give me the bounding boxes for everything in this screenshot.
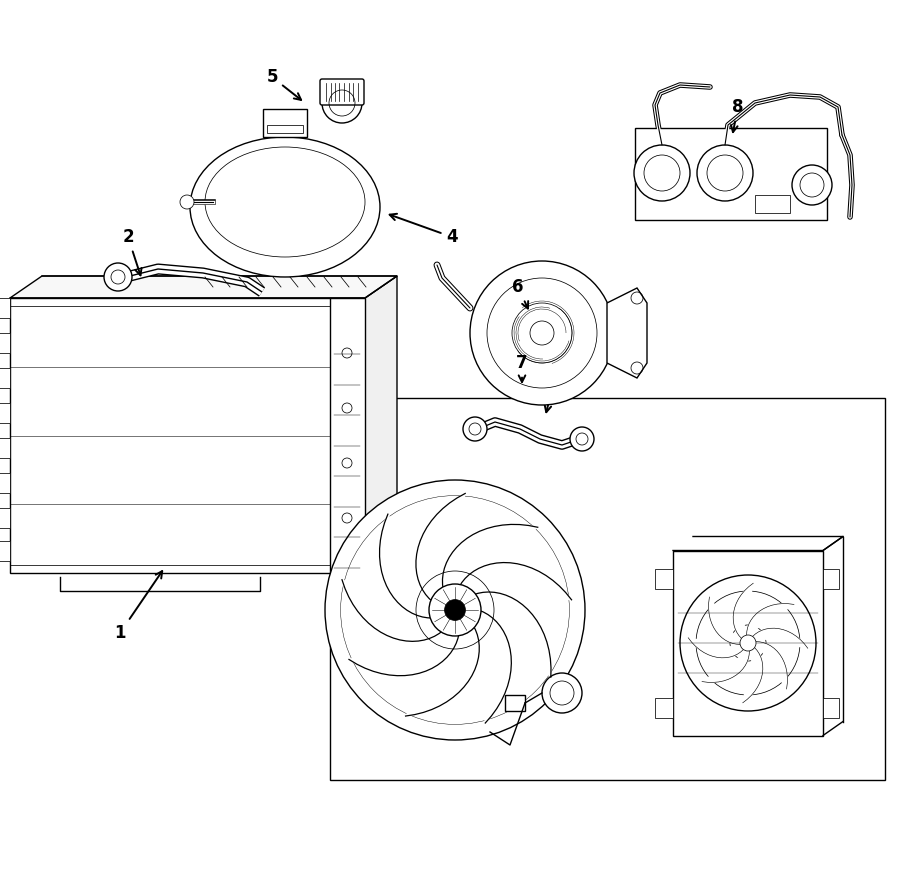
Polygon shape <box>472 592 551 677</box>
Circle shape <box>325 480 585 740</box>
Text: 3: 3 <box>544 381 558 412</box>
Text: 4: 4 <box>390 214 458 246</box>
Bar <box>0 368 10 388</box>
Polygon shape <box>342 580 444 641</box>
Polygon shape <box>416 493 465 602</box>
Circle shape <box>792 165 832 205</box>
Polygon shape <box>479 610 511 723</box>
Polygon shape <box>10 298 365 573</box>
Polygon shape <box>459 563 572 599</box>
Polygon shape <box>752 628 808 648</box>
Polygon shape <box>742 648 763 703</box>
Polygon shape <box>702 651 750 682</box>
Circle shape <box>429 584 481 636</box>
Bar <box>330 398 885 780</box>
Polygon shape <box>734 584 753 639</box>
Bar <box>0 508 10 528</box>
Polygon shape <box>756 641 788 689</box>
Polygon shape <box>708 597 740 644</box>
Bar <box>330 298 365 573</box>
Circle shape <box>570 427 594 451</box>
Circle shape <box>634 145 690 201</box>
Polygon shape <box>443 524 537 590</box>
Polygon shape <box>380 514 433 618</box>
Bar <box>0 438 10 458</box>
Bar <box>823 697 839 717</box>
Bar <box>263 109 307 137</box>
Text: 7: 7 <box>517 354 527 382</box>
Text: 2: 2 <box>122 228 141 276</box>
Bar <box>0 403 10 423</box>
Bar <box>655 569 673 589</box>
Circle shape <box>104 263 132 291</box>
Bar <box>0 298 10 318</box>
Circle shape <box>680 575 816 711</box>
Circle shape <box>180 195 194 209</box>
Circle shape <box>740 635 756 651</box>
Text: 5: 5 <box>266 68 302 100</box>
Polygon shape <box>688 638 743 658</box>
Bar <box>823 569 839 589</box>
Circle shape <box>542 673 582 713</box>
Text: 1: 1 <box>114 571 162 642</box>
Bar <box>0 473 10 493</box>
Bar <box>505 695 525 711</box>
Bar <box>655 697 673 717</box>
FancyBboxPatch shape <box>320 79 364 105</box>
Polygon shape <box>349 633 459 676</box>
Bar <box>755 195 790 213</box>
Polygon shape <box>365 276 397 573</box>
Polygon shape <box>747 604 794 635</box>
Ellipse shape <box>190 137 380 277</box>
Bar <box>673 550 823 736</box>
Circle shape <box>463 417 487 441</box>
Polygon shape <box>10 276 397 298</box>
Circle shape <box>322 83 362 123</box>
Polygon shape <box>406 625 479 716</box>
Bar <box>635 128 827 220</box>
Circle shape <box>445 599 465 620</box>
Bar <box>267 125 303 133</box>
Text: 8: 8 <box>731 98 743 132</box>
Bar <box>0 541 10 561</box>
Bar <box>0 333 10 353</box>
Circle shape <box>470 261 614 405</box>
Text: 6: 6 <box>512 278 528 309</box>
Circle shape <box>697 145 753 201</box>
Polygon shape <box>607 288 647 378</box>
